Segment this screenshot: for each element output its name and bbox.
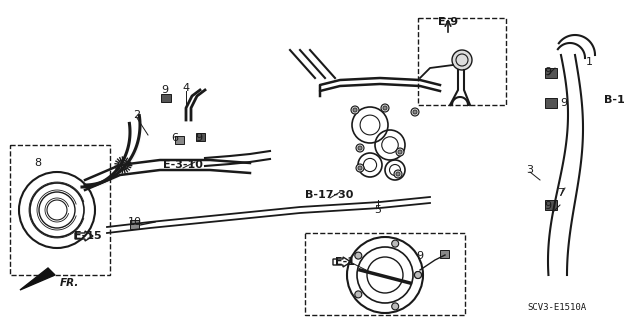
Circle shape xyxy=(392,240,399,247)
Text: 9: 9 xyxy=(161,85,168,95)
Bar xyxy=(545,68,557,78)
Circle shape xyxy=(118,160,128,170)
Bar xyxy=(130,220,139,229)
Bar xyxy=(10,145,110,275)
Bar xyxy=(196,133,205,141)
Text: E-3-10: E-3-10 xyxy=(163,160,203,170)
Text: FR.: FR. xyxy=(60,278,79,288)
Text: SCV3-E1510A: SCV3-E1510A xyxy=(527,303,587,313)
Text: 9: 9 xyxy=(195,133,203,143)
Text: 1: 1 xyxy=(586,57,593,67)
Text: 9: 9 xyxy=(417,251,424,261)
Circle shape xyxy=(358,166,362,170)
Text: 9: 9 xyxy=(545,201,552,211)
Circle shape xyxy=(398,150,402,154)
Bar xyxy=(305,233,465,315)
Bar xyxy=(161,94,171,102)
Circle shape xyxy=(356,144,364,152)
Circle shape xyxy=(411,108,419,116)
Bar xyxy=(175,136,184,144)
Circle shape xyxy=(396,148,404,156)
Text: 9: 9 xyxy=(561,98,568,108)
Circle shape xyxy=(351,106,359,114)
Text: 5: 5 xyxy=(374,205,381,215)
Text: E-1: E-1 xyxy=(335,257,355,267)
Text: B-17-30: B-17-30 xyxy=(305,190,353,200)
Circle shape xyxy=(381,104,389,112)
Circle shape xyxy=(415,271,422,278)
Text: 10: 10 xyxy=(128,217,142,227)
Circle shape xyxy=(358,146,362,150)
Text: 7: 7 xyxy=(557,188,564,198)
Circle shape xyxy=(355,252,362,259)
Text: 9: 9 xyxy=(545,67,552,77)
Bar xyxy=(545,200,557,210)
Polygon shape xyxy=(20,268,55,290)
Circle shape xyxy=(392,303,399,310)
Circle shape xyxy=(415,271,422,278)
Circle shape xyxy=(355,291,362,298)
Circle shape xyxy=(353,108,357,112)
Text: E-15: E-15 xyxy=(74,231,102,241)
Text: 6: 6 xyxy=(120,162,127,172)
Bar xyxy=(440,250,449,258)
Circle shape xyxy=(396,172,400,176)
Bar xyxy=(418,18,506,105)
Text: E-9: E-9 xyxy=(438,17,458,27)
Text: 4: 4 xyxy=(182,83,189,93)
Circle shape xyxy=(394,170,402,178)
Text: B-1: B-1 xyxy=(604,95,625,105)
Text: 2: 2 xyxy=(133,110,141,120)
Text: 8: 8 xyxy=(35,158,42,168)
Circle shape xyxy=(452,50,472,70)
Text: 3: 3 xyxy=(527,165,534,175)
Bar xyxy=(545,98,557,108)
Text: 6: 6 xyxy=(172,133,179,143)
Circle shape xyxy=(356,164,364,172)
Circle shape xyxy=(383,106,387,110)
Circle shape xyxy=(413,110,417,114)
